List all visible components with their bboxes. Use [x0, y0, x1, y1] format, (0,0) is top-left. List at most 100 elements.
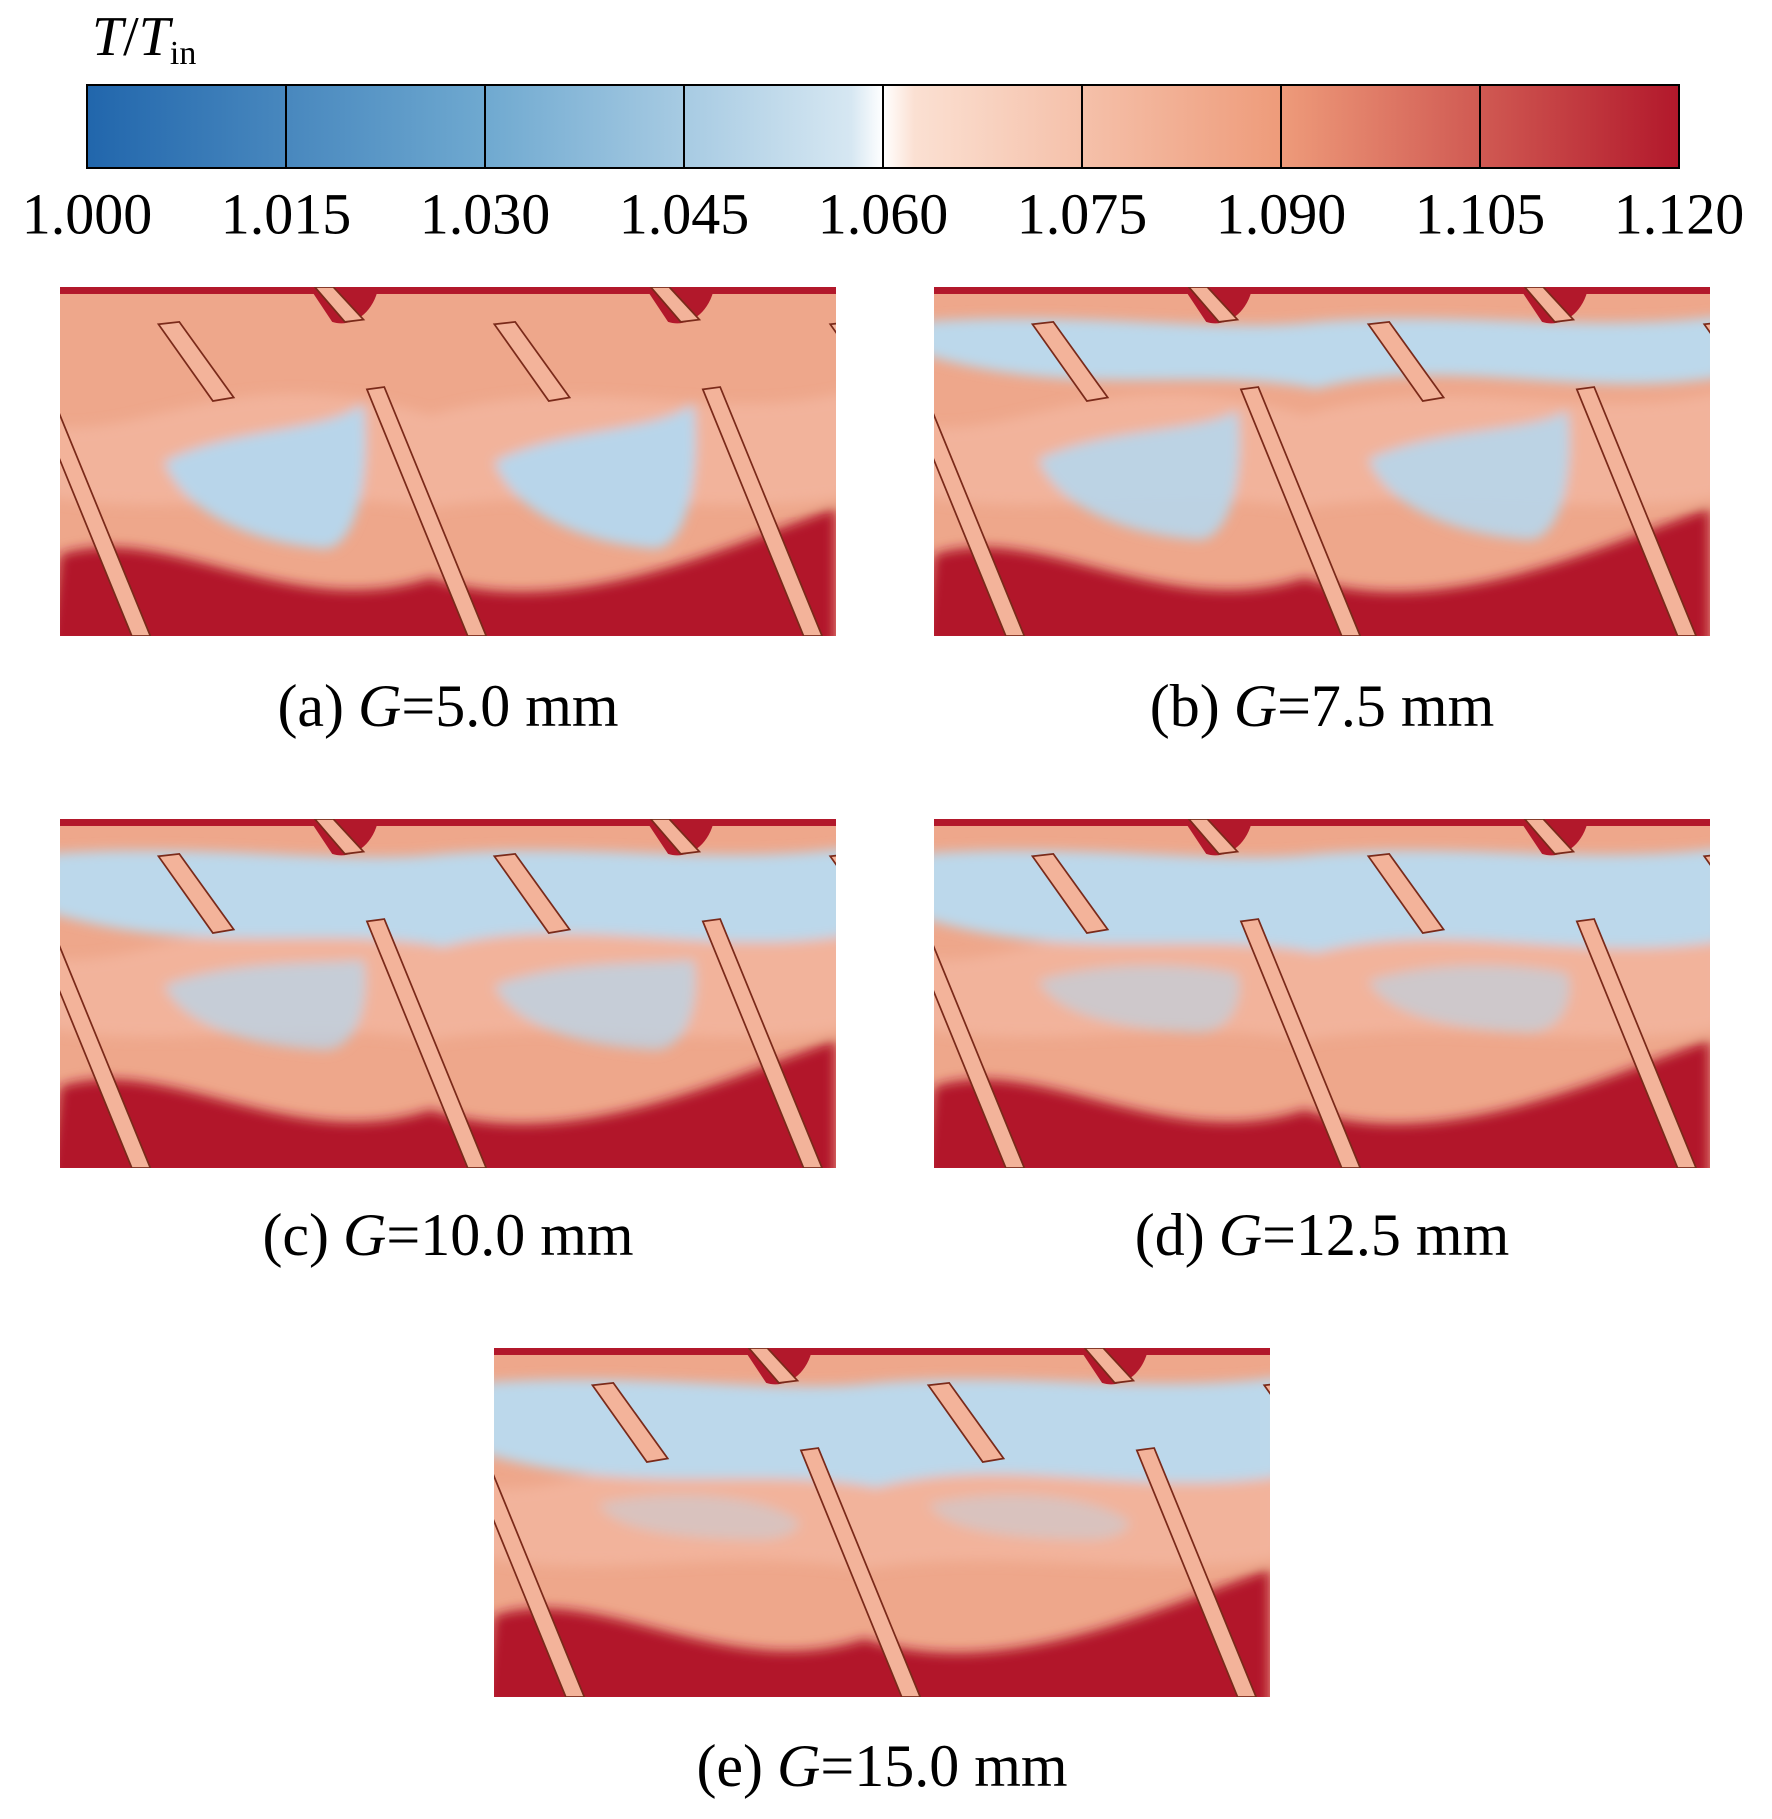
colorbar-tick-label: 1.030	[420, 181, 551, 246]
cool-region	[494, 403, 696, 549]
caption-prefix: (c)	[262, 1202, 329, 1268]
field-layer	[60, 393, 836, 636]
fin	[1187, 819, 1240, 855]
panel-caption: (a) G=5.0 mm	[277, 673, 618, 739]
contour-panel	[60, 819, 836, 1168]
caption-text: =12.5 mm	[1262, 1202, 1509, 1268]
fin	[492, 852, 572, 934]
fin	[1135, 1447, 1258, 1697]
caption-text: =10.0 mm	[386, 1202, 633, 1268]
fin	[1030, 320, 1110, 402]
fin	[1366, 852, 1446, 934]
field-layer	[934, 849, 1710, 1168]
fin	[649, 819, 702, 855]
fin	[701, 918, 824, 1168]
cool-region	[1038, 410, 1240, 541]
fin	[156, 852, 236, 934]
fin	[156, 320, 236, 402]
caption-prefix: (a)	[277, 673, 344, 739]
slash: /	[123, 6, 139, 68]
fin	[701, 386, 824, 636]
contour-panel	[934, 819, 1710, 1168]
fin	[1262, 1383, 1270, 1395]
cool-region	[1368, 410, 1570, 541]
fin	[1083, 1348, 1136, 1384]
colorbar-tick-label: 1.090	[1216, 181, 1347, 246]
cool-region	[494, 959, 696, 1051]
panel-caption: (d) G=12.5 mm	[1135, 1202, 1510, 1268]
contour-panel	[934, 287, 1710, 636]
caption-prefix: (e)	[696, 1733, 763, 1799]
fin	[828, 854, 836, 866]
cool-band	[494, 1378, 1270, 1488]
fin	[1421, 1348, 1470, 1383]
fin	[1030, 852, 1110, 934]
fin	[313, 819, 366, 855]
symbol: T	[139, 6, 174, 68]
caption-text: =15.0 mm	[820, 1733, 1067, 1799]
field-layer	[60, 849, 836, 1168]
hot-wall	[934, 819, 1710, 826]
colorbar-tick-label: 1.060	[818, 181, 949, 246]
colorbar-tick-label: 1.075	[1017, 181, 1148, 246]
field-layer	[934, 317, 1710, 636]
cool-region	[1038, 965, 1240, 1033]
hot-wall	[60, 287, 836, 294]
cool-region	[598, 1494, 800, 1540]
cool-region	[928, 1494, 1130, 1540]
field-layer	[494, 1378, 1270, 1697]
fin	[934, 413, 1026, 636]
fin	[747, 1348, 800, 1384]
symbol: T	[92, 6, 127, 68]
fin	[926, 1381, 1006, 1463]
fin	[1187, 287, 1240, 323]
fin	[828, 322, 836, 334]
panel-caption: (c) G=10.0 mm	[262, 1202, 633, 1268]
fin	[1575, 386, 1698, 636]
fin	[1523, 287, 1576, 323]
caption-prefix: (d)	[1135, 1202, 1205, 1268]
panel-caption: (b) G=7.5 mm	[1150, 673, 1495, 739]
fin	[934, 945, 1026, 1168]
hot-region	[60, 1040, 836, 1168]
fin	[1366, 320, 1446, 402]
hot-wall	[934, 287, 1710, 294]
warm-region	[494, 1454, 1270, 1570]
fin	[494, 1474, 586, 1697]
fin	[590, 1381, 670, 1463]
fin	[60, 945, 152, 1168]
colorbar-tick-label: 1.120	[1614, 181, 1745, 246]
colorbar-title: T/Tin	[92, 6, 196, 72]
hot-region	[934, 508, 1710, 636]
cool-band	[60, 849, 836, 947]
colorbar-tick-label: 1.045	[619, 181, 750, 246]
caption-symbol: G	[343, 1202, 386, 1268]
fin	[492, 320, 572, 402]
fin	[1702, 322, 1710, 334]
fin	[1523, 819, 1576, 855]
hot-spot	[1415, 1348, 1484, 1384]
cool-band	[934, 317, 1710, 389]
fin	[649, 287, 702, 323]
hot-region	[934, 1040, 1710, 1168]
fin	[60, 413, 152, 636]
hot-wall	[60, 819, 836, 826]
cool-region	[164, 403, 366, 549]
contour-panel	[60, 287, 836, 636]
caption-symbol: G	[358, 673, 401, 739]
fin	[1575, 918, 1698, 1168]
caption-prefix: (b)	[1150, 673, 1220, 739]
cool-band	[934, 849, 1710, 953]
fin	[365, 918, 488, 1168]
subscript: in	[170, 35, 196, 72]
hot-region	[494, 1569, 1270, 1697]
colorbar-tick-label: 1.105	[1415, 181, 1546, 246]
caption-text: =5.0 mm	[401, 673, 618, 739]
fin	[799, 1447, 922, 1697]
fin	[1239, 386, 1362, 636]
hot-wall	[494, 1348, 1270, 1355]
cool-region	[164, 959, 366, 1051]
fin	[1702, 854, 1710, 866]
